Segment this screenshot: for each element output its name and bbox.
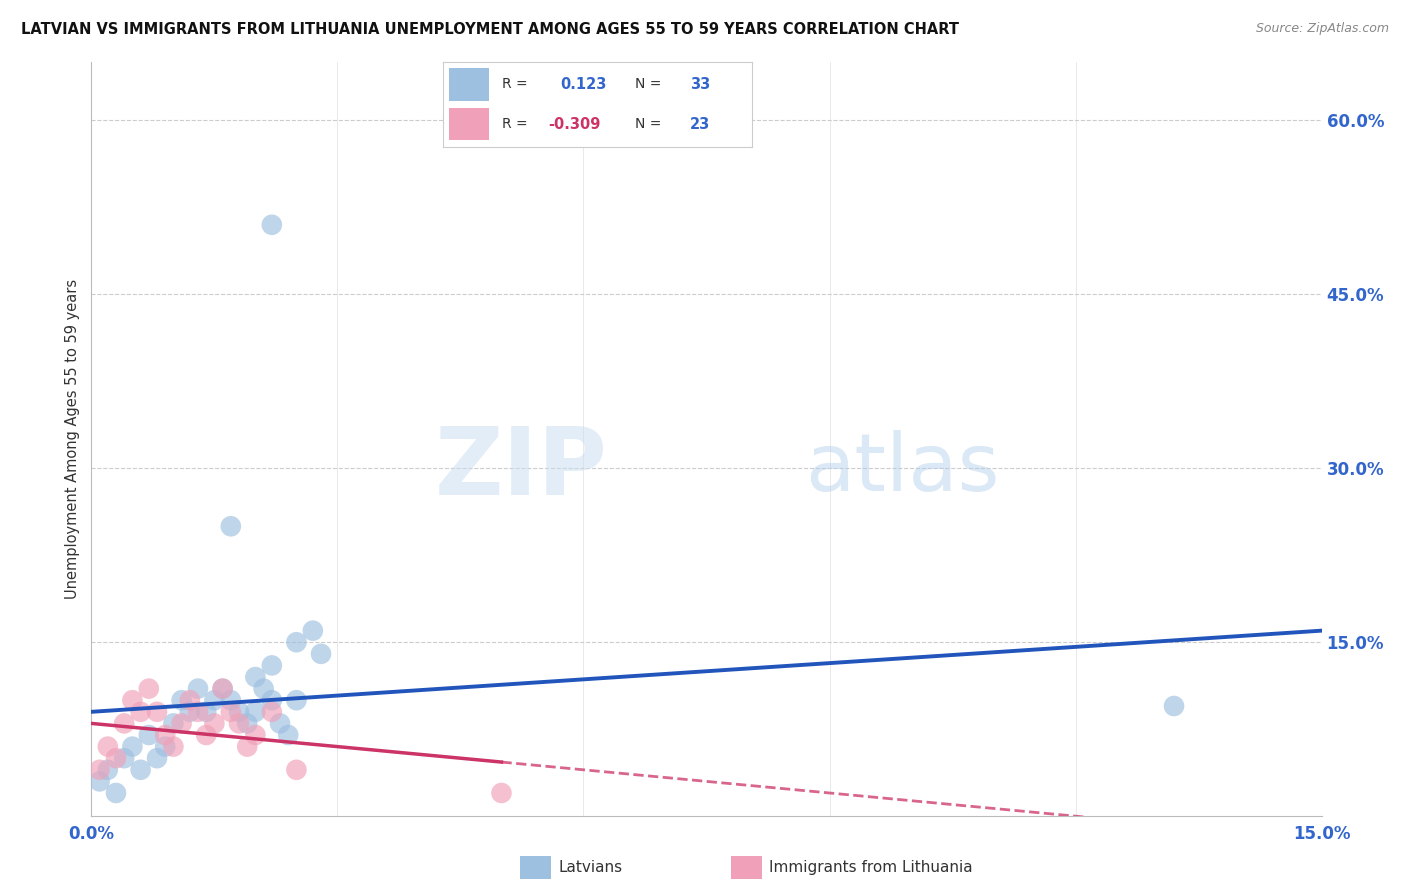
Text: LATVIAN VS IMMIGRANTS FROM LITHUANIA UNEMPLOYMENT AMONG AGES 55 TO 59 YEARS CORR: LATVIAN VS IMMIGRANTS FROM LITHUANIA UNE… xyxy=(21,22,959,37)
Text: 23: 23 xyxy=(690,117,710,132)
Point xyxy=(105,751,127,765)
Point xyxy=(245,728,267,742)
Point xyxy=(105,786,127,800)
Point xyxy=(153,728,177,742)
Point xyxy=(236,739,259,754)
Point xyxy=(153,739,177,754)
Point xyxy=(219,519,242,533)
Text: R =: R = xyxy=(502,78,527,92)
Point xyxy=(89,774,111,789)
Point xyxy=(138,681,160,696)
Text: Immigrants from Lithuania: Immigrants from Lithuania xyxy=(769,861,973,875)
Point xyxy=(179,693,201,707)
Point xyxy=(89,763,111,777)
Point xyxy=(253,681,276,696)
Point xyxy=(277,728,299,742)
Point xyxy=(260,658,283,673)
Point xyxy=(260,218,283,232)
Point xyxy=(187,681,209,696)
Text: Source: ZipAtlas.com: Source: ZipAtlas.com xyxy=(1256,22,1389,36)
Point xyxy=(195,728,218,742)
Point xyxy=(112,716,135,731)
Point xyxy=(146,751,169,765)
Text: 33: 33 xyxy=(690,77,710,92)
Point xyxy=(260,693,283,707)
Point xyxy=(195,705,218,719)
Point xyxy=(179,705,201,719)
Point xyxy=(491,786,513,800)
Point xyxy=(1163,699,1185,714)
Text: R =: R = xyxy=(502,118,527,131)
Point xyxy=(269,716,291,731)
Point xyxy=(146,705,169,719)
Text: ZIP: ZIP xyxy=(436,424,607,516)
Point xyxy=(138,728,160,742)
Point xyxy=(112,751,135,765)
Text: N =: N = xyxy=(634,118,661,131)
Point xyxy=(285,693,308,707)
Point xyxy=(245,670,267,684)
Point xyxy=(162,739,184,754)
Point xyxy=(129,763,152,777)
Point xyxy=(211,681,233,696)
Point xyxy=(285,635,308,649)
Text: 0.123: 0.123 xyxy=(561,77,607,92)
FancyBboxPatch shape xyxy=(449,69,489,101)
Point xyxy=(260,705,283,719)
Point xyxy=(202,693,225,707)
Point xyxy=(121,693,143,707)
Point xyxy=(121,739,143,754)
Point xyxy=(129,705,152,719)
Point xyxy=(301,624,323,638)
FancyBboxPatch shape xyxy=(449,108,489,140)
Point xyxy=(211,681,233,696)
Text: -0.309: -0.309 xyxy=(548,117,600,132)
Point xyxy=(170,716,193,731)
Point xyxy=(162,716,184,731)
Point xyxy=(228,705,250,719)
Point xyxy=(97,763,120,777)
Point xyxy=(236,716,259,731)
Point xyxy=(97,739,120,754)
Point xyxy=(170,693,193,707)
Point xyxy=(187,705,209,719)
Point xyxy=(245,705,267,719)
Point xyxy=(285,763,308,777)
Point xyxy=(202,716,225,731)
Text: N =: N = xyxy=(634,78,661,92)
Text: Latvians: Latvians xyxy=(558,861,623,875)
Text: atlas: atlas xyxy=(804,431,1000,508)
Point xyxy=(309,647,332,661)
Y-axis label: Unemployment Among Ages 55 to 59 years: Unemployment Among Ages 55 to 59 years xyxy=(65,279,80,599)
Point xyxy=(228,716,250,731)
Point xyxy=(219,693,242,707)
Point xyxy=(219,705,242,719)
